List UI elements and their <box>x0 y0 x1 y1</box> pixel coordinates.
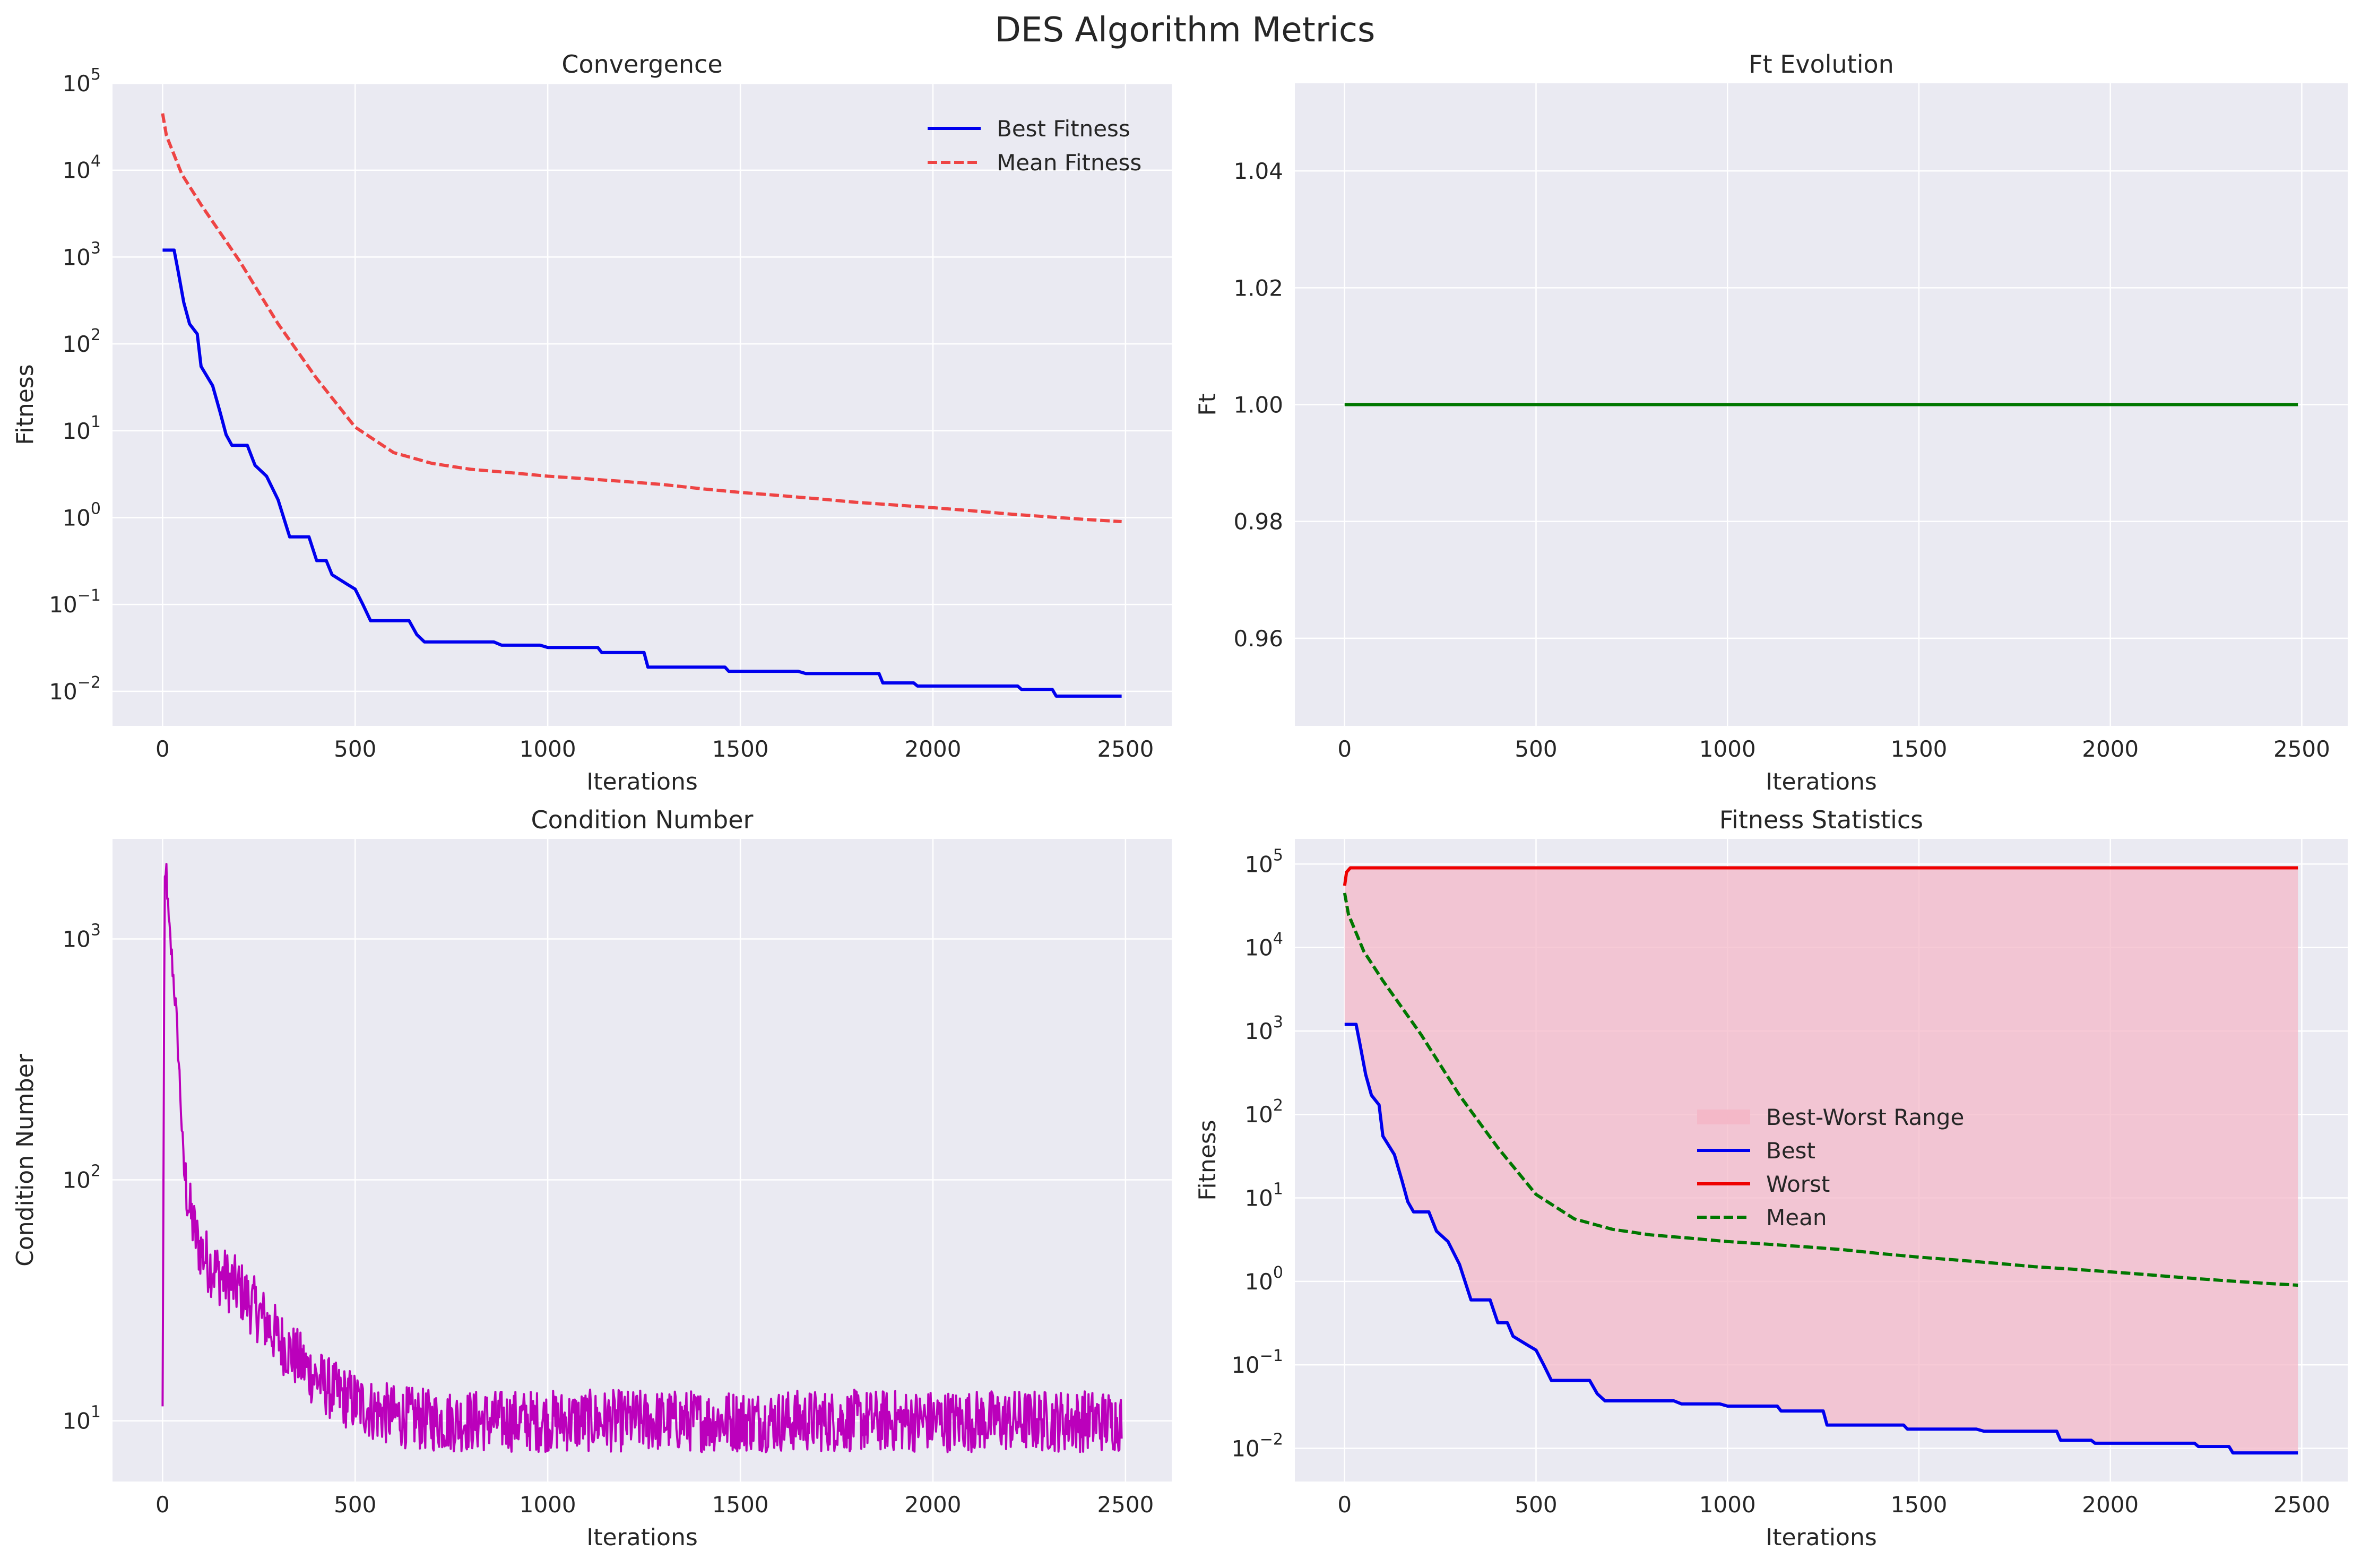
y-tick-exponent: 1 <box>91 1403 101 1422</box>
plot-area <box>113 839 1172 1482</box>
series-layer <box>161 113 1122 698</box>
y-tick-exponent: 3 <box>91 239 101 257</box>
x-tick-label: 1000 <box>1699 736 1756 762</box>
x-tick-label: 1500 <box>1891 1492 1948 1518</box>
x-tick-label: 0 <box>155 1492 170 1518</box>
x-tick-label: 2500 <box>2273 736 2330 762</box>
x-tick-label: 1500 <box>712 1492 769 1518</box>
x-tick-label: 500 <box>334 1492 376 1518</box>
series-layer <box>161 863 1123 1453</box>
series-line <box>161 863 1123 1453</box>
y-tick-label: 1.04 <box>1233 158 1283 184</box>
y-tick-exponent: 1 <box>1273 1180 1283 1199</box>
y-tick-exponent: 0 <box>91 499 101 518</box>
x-tick-label: 2500 <box>1097 736 1154 762</box>
x-tick-label: 0 <box>1337 736 1352 762</box>
chart-title: Fitness Statistics <box>1719 805 1923 834</box>
y-tick-label: 10−1 <box>49 586 101 618</box>
chart-title: Condition Number <box>531 805 754 834</box>
legend-label: Mean Fitness <box>997 150 1141 176</box>
x-tick-label: 2500 <box>2273 1492 2330 1518</box>
y-axis-label: Ft <box>1194 393 1221 416</box>
x-tick-label: 2000 <box>905 736 962 762</box>
best-fitness-line <box>162 248 1122 698</box>
y-tick-label: 1.00 <box>1233 392 1283 418</box>
y-tick-exponent: 4 <box>1273 930 1283 948</box>
figure-title: DES Algorithm Metrics <box>995 11 1376 50</box>
legend-label: Mean <box>1766 1205 1827 1231</box>
y-tick-exponent: 2 <box>91 326 101 344</box>
y-tick-exponent: 5 <box>91 65 101 84</box>
y-tick-label: 105 <box>62 65 101 97</box>
x-tick-label: 2000 <box>2082 736 2139 762</box>
y-tick-label: 0.96 <box>1233 626 1283 652</box>
x-tick-label: 1000 <box>520 1492 576 1518</box>
x-tick-label: 0 <box>155 736 170 762</box>
y-tick-label: 105 <box>1244 846 1283 877</box>
x-tick-label: 1500 <box>1891 736 1948 762</box>
x-tick-label: 2000 <box>2082 1492 2139 1518</box>
y-tick-exponent: −2 <box>77 673 101 692</box>
x-tick-label: 0 <box>1337 1492 1352 1518</box>
y-tick-label: 1.02 <box>1233 275 1283 301</box>
y-tick-label: 0.98 <box>1233 509 1283 535</box>
y-tick-exponent: 3 <box>1273 1013 1283 1032</box>
x-axis-label: Iterations <box>586 1524 698 1551</box>
y-tick-label: 10−2 <box>49 673 101 705</box>
chart-fitness-statistics: 0 500 1000 1500 2000 250010−210−1100101102103… <box>1194 805 2348 1551</box>
x-axis-label: Iterations <box>1766 1524 1877 1551</box>
mean-line <box>1343 893 2298 1287</box>
x-axis-label: Iterations <box>586 768 698 795</box>
chart-ft-evolution: 0 500 1000 1500 2000 2500 0.96 0.98 1.00 1.02 1.04… <box>1194 50 2348 795</box>
legend-label: Best Fitness <box>997 116 1130 142</box>
y-axis-label: Condition Number <box>12 1053 39 1267</box>
y-tick-exponent: 2 <box>91 1162 101 1181</box>
y-tick-exponent: 3 <box>91 921 101 939</box>
legend-label: Best-Worst Range <box>1766 1104 1964 1130</box>
series-layer <box>1343 866 2298 1455</box>
best-line <box>1344 1023 2298 1455</box>
y-tick-label: 103 <box>1244 1013 1283 1044</box>
x-tick-label: 500 <box>334 736 376 762</box>
x-tick-label: 2500 <box>1097 1492 1154 1518</box>
chart-title: Ft Evolution <box>1749 50 1894 79</box>
chart-title: Convergence <box>561 50 722 79</box>
worst-line <box>1343 866 2298 886</box>
y-tick-exponent: 4 <box>91 152 101 171</box>
x-tick-label: 1000 <box>1699 1492 1756 1518</box>
y-tick-exponent: −2 <box>1260 1430 1283 1449</box>
x-tick-label: 2000 <box>905 1492 962 1518</box>
y-axis-label: Fitness <box>1194 1120 1221 1200</box>
y-tick-exponent: 0 <box>1273 1263 1283 1282</box>
plot-area <box>113 83 1172 726</box>
y-tick-exponent: 1 <box>91 413 101 431</box>
legend-swatch <box>1697 1110 1750 1124</box>
mean-fitness-line <box>161 113 1122 523</box>
legend-label: Best <box>1766 1138 1815 1164</box>
y-tick-exponent: −1 <box>1260 1347 1283 1365</box>
x-tick-label: 500 <box>1515 736 1557 762</box>
y-axis-label: Fitness <box>12 364 39 445</box>
x-tick-label: 1000 <box>520 736 576 762</box>
x-tick-label: 1500 <box>712 736 769 762</box>
x-axis-label: Iterations <box>1766 768 1877 795</box>
y-tick-label: 100 <box>62 499 101 531</box>
y-tick-exponent: −1 <box>77 586 101 605</box>
best-worst-range-area <box>1344 868 2298 1453</box>
legend-label: Worst <box>1766 1171 1830 1197</box>
y-tick-exponent: 5 <box>1273 846 1283 864</box>
y-tick-exponent: 2 <box>1273 1096 1283 1115</box>
x-tick-label: 500 <box>1515 1492 1557 1518</box>
chart-convergence: 0 500 1000 1500 2000 250010−210−1100101102103… <box>12 50 1172 795</box>
